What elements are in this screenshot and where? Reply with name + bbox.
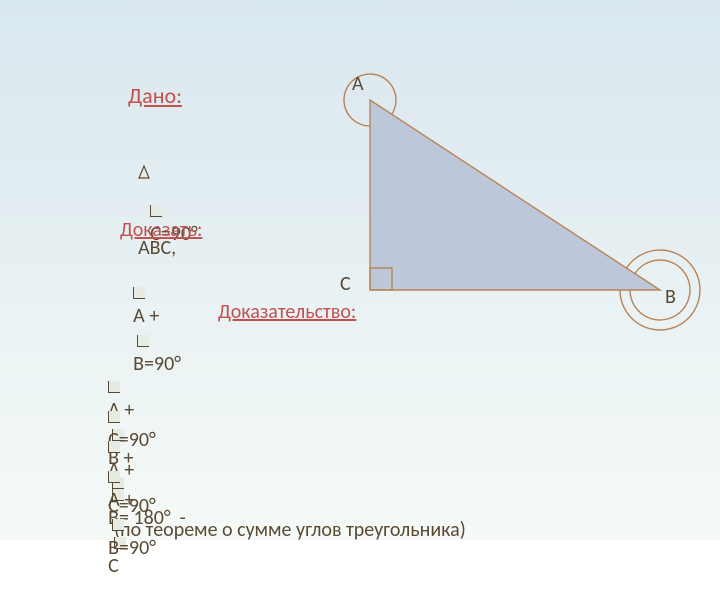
- slide-content: Дано: АВС, С=90° Доказать: А + В=90° Док…: [0, 0, 720, 540]
- vertex-label-B: В: [665, 285, 676, 309]
- vertex-label-C: С: [340, 272, 351, 296]
- vertex-label-A: А: [352, 72, 364, 96]
